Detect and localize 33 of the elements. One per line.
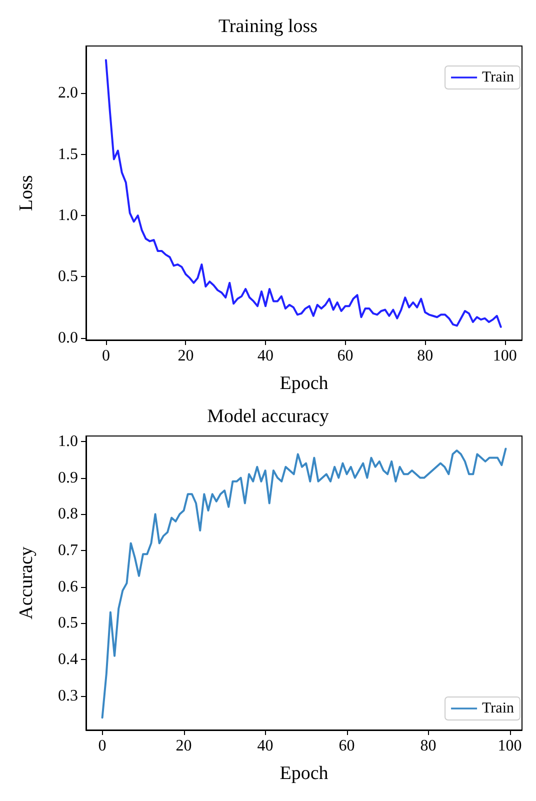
- chart-title: Model accuracy: [207, 406, 330, 427]
- legend-label: Train: [482, 70, 514, 86]
- x-tick-label: 100: [492, 348, 517, 364]
- x-tick-label: 80: [417, 348, 434, 364]
- y-tick-label: 0.6: [58, 578, 78, 596]
- x-tick-label: 0: [102, 348, 110, 364]
- y-tick-label: 0.7: [58, 542, 78, 559]
- x-tick-label: 80: [420, 738, 436, 754]
- y-tick-label: 0.8: [58, 506, 78, 523]
- y-tick-label: 0.5: [58, 614, 78, 632]
- x-tick-label: 60: [337, 348, 354, 364]
- y-axis-title: Loss: [16, 175, 37, 211]
- y-tick-label: 0.9: [58, 469, 78, 486]
- x-tick-label: 20: [178, 348, 194, 364]
- y-tick-label: 2.0: [58, 84, 78, 102]
- chart-title: Training loss: [218, 16, 318, 37]
- y-tick-label: 1.0: [58, 207, 78, 224]
- y-tick-label: 1.0: [58, 432, 78, 450]
- x-tick-label: 40: [258, 348, 274, 364]
- y-tick-label: 0.0: [58, 329, 78, 346]
- x-tick-label: 100: [498, 738, 522, 754]
- x-tick-label: 40: [257, 738, 274, 754]
- y-tick-label: 0.5: [58, 268, 78, 286]
- y-tick-label: 1.5: [58, 146, 78, 163]
- legend-label: Train: [482, 700, 514, 716]
- y-tick-label: 0.3: [58, 687, 78, 704]
- y-tick-label: 0.4: [58, 651, 78, 668]
- x-tick-label: 0: [98, 738, 106, 754]
- x-axis-title: Epoch: [280, 373, 329, 394]
- x-axis-title: Epoch: [280, 763, 329, 784]
- y-axis-title: Accuracy: [16, 546, 37, 620]
- x-tick-label: 20: [176, 738, 192, 754]
- x-tick-label: 60: [338, 738, 355, 754]
